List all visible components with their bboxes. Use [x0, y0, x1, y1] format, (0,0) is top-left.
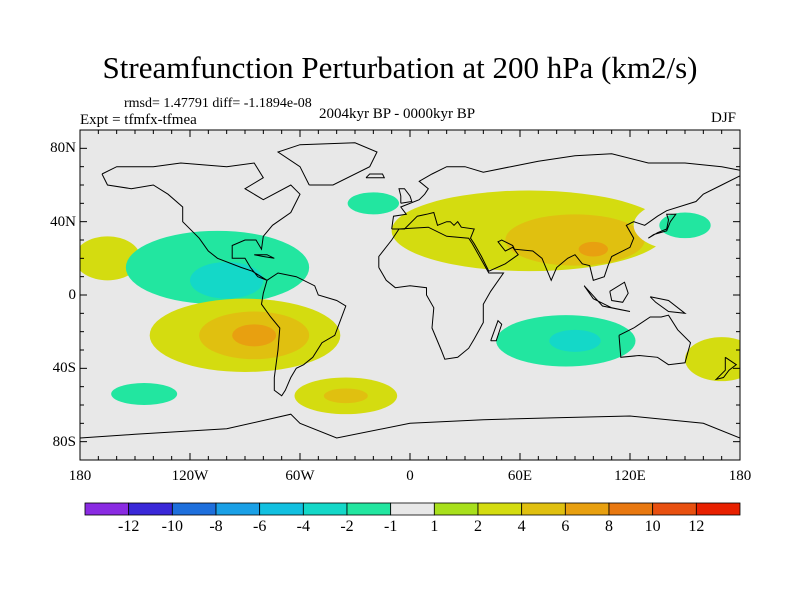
colorbar-swatch — [390, 502, 435, 516]
coastline-japan — [648, 213, 677, 239]
colorbar-swatch — [259, 502, 304, 516]
anomaly-region-23 — [323, 388, 368, 404]
colorbar-swatch — [652, 502, 697, 516]
colorbar-label: -4 — [296, 518, 310, 535]
colorbar — [84, 502, 741, 516]
coastline-north-america — [101, 162, 301, 281]
y-tick-label: 0 — [68, 287, 77, 303]
x-tick-label: 120W — [171, 468, 209, 484]
colorbar-label: 10 — [644, 518, 661, 535]
colorbar-label: 1 — [430, 518, 439, 535]
rmsd-diff-line: rmsd= 1.47791 diff= -1.1894e-08 — [124, 96, 312, 111]
colorbar-swatch — [564, 502, 610, 516]
anomaly-region-6 — [232, 324, 277, 347]
colorbar-swatch — [171, 502, 217, 516]
colorbar-swatch — [346, 502, 392, 516]
y-tick-label: 80S — [52, 433, 76, 450]
colorbar-label: 8 — [605, 518, 613, 535]
period-line: 2004kyr BP - 0000kyr BP — [319, 106, 476, 122]
colorbar-swatch — [215, 502, 261, 516]
colorbar-label: 2 — [474, 518, 482, 535]
x-tick-label: 180 — [68, 468, 92, 484]
coastline-greenland — [276, 142, 378, 186]
x-tick-label: 180 — [728, 468, 752, 484]
colorbar-label: -12 — [117, 518, 140, 535]
experiment-line: Expt = tfmfx-tfmea — [80, 112, 197, 128]
coastline-eurasia — [391, 153, 740, 282]
colorbar-label: -1 — [383, 518, 398, 535]
colorbar-swatch — [521, 502, 566, 516]
anomaly-region-1 — [80, 236, 141, 281]
coastline-iceland — [365, 173, 386, 179]
plot-title: Streamfunction Perturbation at 200 hPa (… — [102, 50, 698, 85]
colorbar-swatch — [433, 502, 479, 516]
colorbar-swatch — [695, 502, 741, 516]
x-tick-label: 60E — [507, 468, 533, 484]
coastline-new-zealand — [714, 356, 738, 381]
anomaly-region-3 — [190, 262, 264, 299]
colorbar-label: -6 — [252, 518, 267, 535]
x-tick-label: 120E — [614, 468, 646, 484]
coastline-antarctica — [80, 413, 740, 439]
coastline-madagascar — [490, 319, 503, 342]
x-tick-label: 0 — [406, 468, 414, 484]
coastline-south-america — [260, 272, 347, 397]
coastline-indonesia — [583, 285, 631, 312]
anomaly-region-12 — [505, 214, 645, 266]
y-tick-label: 40S — [52, 360, 76, 377]
colorbar-label: 6 — [561, 518, 570, 535]
y-tick-label: 40N — [50, 213, 76, 230]
axis-ticks — [79, 129, 741, 461]
colorbar-swatch — [302, 502, 348, 516]
contour-fill-layer — [80, 183, 740, 424]
season-label: DJF — [711, 110, 737, 126]
anomaly-region-24 — [708, 394, 740, 424]
colorbar-label: 12 — [688, 518, 705, 535]
colorbar-label: 4 — [517, 518, 526, 535]
anomaly-region-21 — [111, 383, 178, 405]
anomaly-region-18 — [549, 329, 601, 352]
anomaly-region-13 — [578, 241, 608, 257]
coastline-borneo — [609, 281, 629, 303]
colorbar-swatch — [84, 502, 130, 516]
anomaly-region-7 — [351, 307, 403, 327]
coastline-britain — [398, 188, 413, 204]
y-tick-label: 80N — [50, 140, 76, 157]
colorbar-swatch — [128, 502, 173, 516]
x-tick-label: 60W — [285, 468, 315, 484]
coastline-africa — [378, 226, 505, 360]
coastline-layer — [80, 142, 740, 439]
coastline-australia — [618, 314, 692, 366]
anomaly-region-19 — [685, 337, 740, 382]
colorbar-label: -10 — [161, 518, 183, 535]
colorbar-label: -8 — [209, 518, 223, 535]
colorbar-swatch — [608, 502, 654, 516]
coastline-new-guinea — [649, 296, 687, 314]
coastline-cuba — [254, 254, 275, 259]
anomaly-region-9 — [347, 192, 400, 215]
colorbar-label: -2 — [340, 518, 354, 535]
colorbar-swatch — [477, 502, 523, 516]
